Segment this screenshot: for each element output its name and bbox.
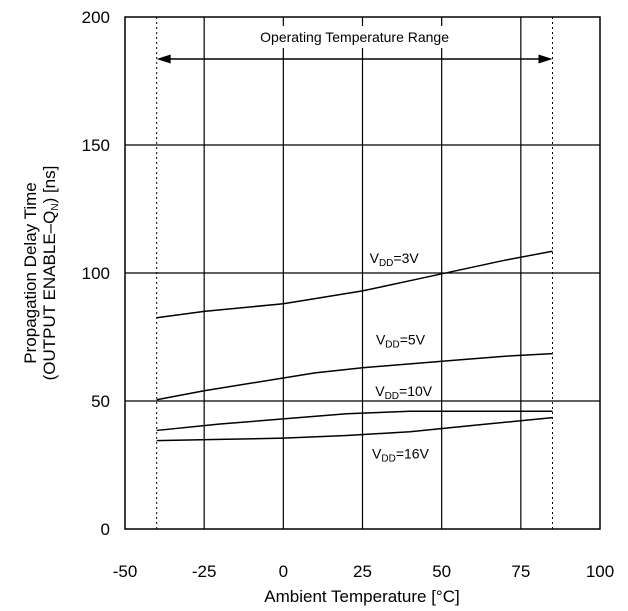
x-axis-title: Ambient Temperature [°C] — [264, 587, 459, 606]
series-line — [156, 250, 553, 319]
series-label-subscript: DD — [385, 391, 399, 402]
operating-range-label: Operating Temperature Range — [260, 29, 449, 45]
arrowhead-left — [156, 54, 171, 64]
series-label-main: V — [372, 446, 382, 462]
x-tick-label: 75 — [511, 562, 530, 581]
arrowhead-right — [538, 54, 553, 64]
operating-range: Operating Temperature Range — [156, 17, 553, 529]
series-label: VDD=16V — [372, 446, 430, 465]
y-tick-label: 150 — [82, 136, 110, 155]
x-tick-label: 100 — [586, 562, 614, 581]
plot-area-frame — [124, 16, 601, 530]
series-line — [156, 410, 553, 432]
series-label: VDD=3V — [370, 250, 420, 269]
series-label-subscript: DD — [385, 340, 399, 351]
y-axis-title-end: ) [ns] — [40, 166, 59, 204]
y-tick-label: 100 — [82, 264, 110, 283]
x-tick-label: 25 — [353, 562, 372, 581]
x-tick-label: 50 — [432, 562, 451, 581]
series-label-main: V — [370, 250, 380, 266]
x-tick-label: -25 — [192, 562, 217, 581]
series-label-subscript: DD — [379, 258, 393, 269]
y-axis-title-line2: (OUTPUT ENABLE–QN) [ns] — [40, 166, 61, 381]
y-axis-title-main: (OUTPUT ENABLE–Q — [40, 211, 59, 381]
y-axis-title-subscript: N — [50, 203, 61, 210]
series-label-main: V — [376, 332, 386, 348]
tick-labels: -50 -25 0 25 50 75 100 0 50 100 150 200 — [82, 8, 615, 581]
series-label: VDD=10V — [375, 383, 433, 402]
y-axis-title-line1: Propagation Delay Time — [21, 182, 40, 363]
series-label-end: =3V — [393, 250, 419, 266]
operating-range-label-background — [226, 26, 483, 48]
series-label: VDD=5V — [376, 332, 426, 351]
y-tick-label: 200 — [82, 8, 110, 27]
y-tick-label: 50 — [91, 392, 110, 411]
x-tick-label: 0 — [279, 562, 288, 581]
series-line — [156, 416, 553, 442]
gridlines — [125, 17, 600, 529]
series-label-end: =5V — [400, 332, 426, 348]
x-tick-label: -50 — [113, 562, 138, 581]
series-label-end: =10V — [399, 383, 433, 399]
series-label-end: =16V — [396, 446, 430, 462]
series-label-main: V — [375, 383, 385, 399]
series-line — [156, 352, 553, 401]
y-tick-label: 0 — [101, 520, 110, 539]
y-axis-title: Propagation Delay Time (OUTPUT ENABLE–QN… — [21, 166, 61, 381]
series-label-subscript: DD — [381, 454, 395, 465]
